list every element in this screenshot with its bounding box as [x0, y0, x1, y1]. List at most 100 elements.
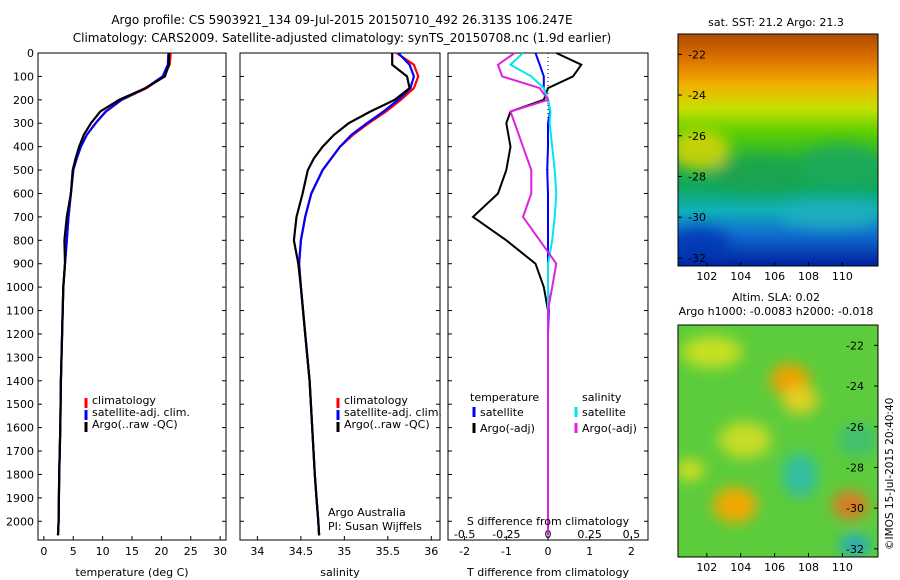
legend-label: Argo(..raw -QC) — [344, 418, 430, 431]
x-tick-label: -2 — [459, 545, 470, 558]
sst-map-axes: -22 -24 -26 -28 -30 -32 102 104 106 108 110 — [678, 48, 853, 283]
x-tick-label: -1 — [501, 545, 512, 558]
map-y-tick-label: -28 — [846, 461, 864, 474]
series-line — [56, 53, 171, 536]
depth-tick-label: 200 — [13, 94, 34, 107]
footer-stamp: ©IMOS 15-Jul-2015 20:40:40 — [884, 398, 896, 550]
map-y-tick-label: -26 — [688, 130, 706, 143]
legend-label: climatology — [92, 394, 156, 407]
legend-title-salinity: salinity — [582, 391, 622, 404]
temp-panel-frame — [37, 52, 227, 541]
map-x-tick-label: 104 — [730, 270, 751, 283]
depth-tick-label: 1700 — [6, 445, 34, 458]
temp-legend: climatology satellite-adj. clim. Argo(..… — [84, 394, 190, 432]
sal-panel-frame — [239, 52, 441, 541]
depth-tick-label: 1900 — [6, 492, 34, 505]
series-line — [496, 52, 558, 536]
s-tick-label: -0.5 — [454, 528, 475, 541]
x-tick-label: 35 — [337, 545, 351, 558]
legend-label: Argo(-adj) — [480, 422, 535, 435]
map-x-tick-label: 108 — [798, 270, 819, 283]
map-x-tick-label: 102 — [696, 270, 717, 283]
legend-label: satellite-adj. clim. — [344, 406, 442, 419]
sal-legend: climatology satellite-adj. clim. Argo(..… — [328, 394, 442, 533]
depth-tick-label: 1600 — [6, 422, 34, 435]
s-diff-title: S difference from climatology — [467, 515, 630, 528]
depth-tick-label: 300 — [13, 117, 34, 130]
x-tick-label: 30 — [213, 545, 227, 558]
depth-tick-label: 500 — [13, 164, 34, 177]
diff-xlabel: T difference from climatology — [466, 566, 629, 579]
legend-label: satellite — [582, 406, 626, 419]
map-y-tick-label: -32 — [846, 543, 864, 556]
s-tick-label: 0.5 — [623, 528, 641, 541]
map-y-tick-label: -22 — [846, 339, 864, 352]
sal-note-line2: PI: Susan Wijffels — [328, 520, 422, 533]
depth-tick-label: 400 — [13, 141, 34, 154]
map-y-tick-label: -32 — [688, 252, 706, 265]
depth-tick-label: 100 — [13, 70, 34, 83]
temp-plot: 0 5 10 15 20 25 30 — [40, 52, 227, 558]
map-x-tick-label: 110 — [832, 561, 853, 574]
x-tick-label: 20 — [154, 545, 168, 558]
depth-tick-label: 0 — [27, 47, 34, 60]
x-tick-label: 36 — [424, 545, 438, 558]
legend-label: climatology — [344, 394, 408, 407]
map-x-tick-label: 102 — [696, 561, 717, 574]
map-x-tick-label: 108 — [798, 561, 819, 574]
sal-plot: 34 34.5 35 35.5 36 — [250, 52, 438, 558]
map-y-tick-label: -24 — [846, 380, 864, 393]
diff-plot: -2 -1 0 1 2-0.5 -0.25 0 0.25 0.5 — [454, 52, 641, 558]
s-tick-label: 0.25 — [577, 528, 602, 541]
sal-note-line1: Argo Australia — [328, 506, 406, 519]
depth-tick-label: 1300 — [6, 351, 34, 364]
map-y-tick-label: -28 — [688, 170, 706, 183]
depth-axis: 0 100 200 300 400 500 600 700 800 900 1000 1100 1200… — [6, 47, 648, 528]
sla-map — [677, 324, 879, 558]
x-tick-label: 1 — [586, 545, 593, 558]
x-tick-label: 5 — [70, 545, 77, 558]
depth-tick-label: 1100 — [6, 305, 34, 318]
depth-tick-label: 1200 — [6, 328, 34, 341]
map-y-tick-label: -30 — [688, 211, 706, 224]
map-x-tick-label: 104 — [730, 561, 751, 574]
x-tick-label: 15 — [125, 545, 139, 558]
depth-tick-label: 800 — [13, 234, 34, 247]
map-x-tick-label: 106 — [764, 270, 785, 283]
map-y-tick-label: -22 — [688, 48, 706, 61]
x-tick-label: 34.5 — [289, 545, 314, 558]
depth-tick-label: 600 — [13, 187, 34, 200]
sst-map-title: sat. SST: 21.2 Argo: 21.3 — [708, 16, 844, 29]
series-line — [292, 53, 411, 536]
legend-label: satellite-adj. clim. — [92, 406, 190, 419]
map-x-tick-label: 110 — [832, 270, 853, 283]
sla-map-title2: Argo h1000: -0.0083 h2000: -0.018 — [679, 305, 874, 318]
legend-title-temperature: temperature — [470, 391, 539, 404]
legend-label: Argo(..raw -QC) — [92, 418, 178, 431]
depth-tick-label: 1400 — [6, 375, 34, 388]
x-tick-label: 34 — [250, 545, 264, 558]
depth-tick-label: 2000 — [6, 515, 34, 528]
legend-label: Argo(-adj) — [582, 422, 637, 435]
sal-xlabel: salinity — [320, 566, 360, 579]
sla-map-axes: -22 -24 -26 -28 -30 -32 102 104 106 108 110 — [696, 339, 878, 574]
header-line1: Argo profile: CS 5903921_134 09-Jul-2015… — [111, 13, 572, 27]
sla-map-title1: Altim. SLA: 0.02 — [732, 291, 820, 304]
sla-map-frame — [677, 324, 879, 558]
diff-legend: temperature salinity satellite Argo(-adj… — [467, 391, 637, 528]
x-tick-label: 35.5 — [376, 545, 401, 558]
x-tick-label: 0 — [545, 545, 552, 558]
x-tick-label: 0 — [40, 545, 47, 558]
x-tick-label: 2 — [628, 545, 635, 558]
temp-xlabel: temperature (deg C) — [75, 566, 188, 579]
depth-tick-label: 1000 — [6, 281, 34, 294]
map-x-tick-label: 106 — [764, 561, 785, 574]
x-tick-label: 25 — [184, 545, 198, 558]
depth-tick-label: 900 — [13, 258, 34, 271]
sst-map-frame — [677, 33, 879, 267]
depth-tick-label: 1800 — [6, 468, 34, 481]
map-y-tick-label: -24 — [688, 89, 706, 102]
s-tick-label: -0.25 — [492, 528, 520, 541]
map-y-tick-label: -26 — [846, 421, 864, 434]
